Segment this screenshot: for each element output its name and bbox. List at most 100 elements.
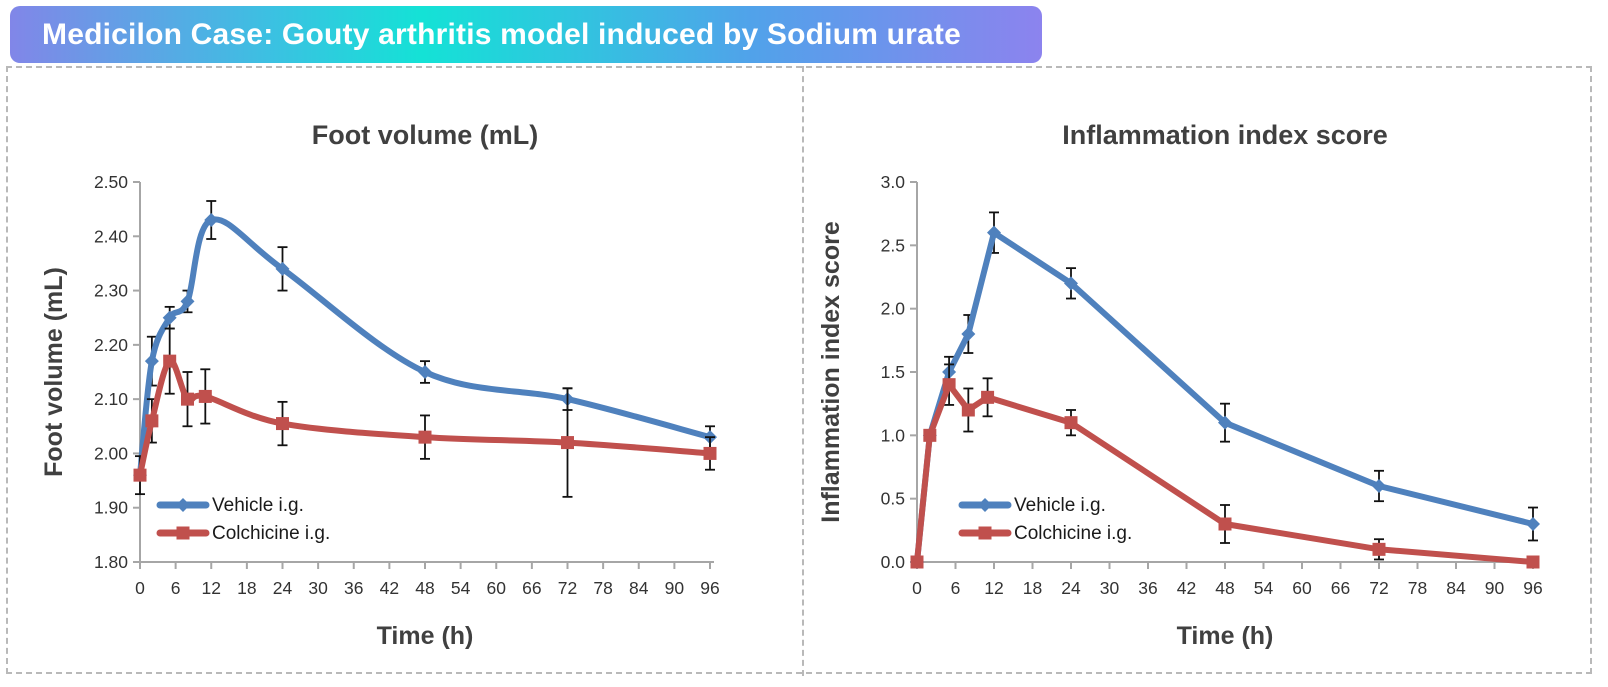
data-point-marker (1218, 517, 1232, 531)
x-tick-label: 30 (1100, 578, 1120, 598)
chart-title: Inflammation index score (1062, 120, 1388, 150)
data-point-marker (163, 354, 177, 368)
data-point-marker (133, 468, 147, 482)
x-tick-label: 24 (273, 578, 293, 598)
legend-label: Vehicle i.g. (212, 495, 304, 516)
x-tick-label: 36 (1138, 578, 1157, 598)
y-tick-label: 2.50 (94, 172, 128, 192)
x-tick-label: 84 (1446, 578, 1466, 598)
x-tick-label: 84 (629, 578, 649, 598)
legend-item-vehicle-i-g: Vehicle i.g. (958, 495, 1106, 516)
data-point-marker (275, 261, 290, 276)
y-tick-label: 2.20 (94, 335, 128, 355)
x-axis-label: Time (h) (377, 622, 474, 650)
legend-marker (978, 526, 992, 540)
x-tick-label: 78 (593, 578, 612, 598)
data-point-marker (276, 417, 289, 431)
x-tick-label: 90 (665, 578, 685, 598)
data-point-marker (1064, 276, 1078, 291)
data-point-marker (418, 430, 432, 444)
data-point-marker (923, 428, 937, 442)
data-point-marker (910, 555, 924, 569)
x-tick-label: 78 (1408, 578, 1427, 598)
data-point-marker (162, 310, 177, 325)
legend-marker (176, 498, 190, 512)
legend-marker (176, 526, 190, 540)
x-tick-label: 0 (135, 578, 145, 598)
y-tick-label: 1.90 (94, 498, 128, 518)
series-colchicine-i-g (133, 327, 717, 498)
x-tick-label: 54 (1254, 578, 1274, 598)
x-tick-label: 30 (308, 578, 328, 598)
data-point-marker (144, 354, 159, 369)
data-point-marker (198, 389, 212, 403)
data-point-marker (703, 446, 717, 460)
x-tick-label: 66 (522, 578, 541, 598)
data-point-marker (961, 403, 975, 417)
axes (133, 181, 714, 569)
title-banner: Medicilon Case: Gouty arthritis model in… (10, 6, 1042, 63)
data-point-marker (981, 390, 995, 404)
y-axis-label: Foot volume (mL) (40, 267, 68, 477)
data-point-marker (1372, 479, 1386, 493)
y-tick-label: 0.0 (881, 552, 906, 572)
series-line (137, 358, 713, 479)
x-tick-label: 42 (1177, 578, 1196, 598)
chart-svg-1: Inflammation index score 0.0 0.5 1.0 1.5 2.0 2… (817, 120, 1543, 650)
x-tick-label: 72 (1369, 578, 1388, 598)
panel-divider (802, 66, 804, 676)
content-frame (6, 66, 1592, 674)
data-point-marker (180, 294, 195, 309)
x-tick-label: 24 (1061, 578, 1081, 598)
data-point-marker (1218, 415, 1232, 430)
x-tick-label: 12 (202, 578, 221, 598)
x-axis-label: Time (h) (1177, 622, 1274, 650)
data-point-marker (418, 365, 432, 379)
foot-volume-chart: Foot volume (mL) 1.80 1.90 2.00 2.10 2.20 2.30… (6, 62, 803, 683)
y-tick-label: 2.40 (94, 226, 128, 246)
x-tick-label: 48 (415, 578, 434, 598)
legend-label: Colchicine i.g. (212, 523, 330, 544)
data-point-marker (204, 213, 219, 227)
x-tick-label: 60 (487, 578, 507, 598)
banner-title: Medicilon Case: Gouty arthritis model in… (42, 17, 961, 51)
legend: Vehicle i.g. Colchicine i.g. (156, 495, 330, 544)
x-tick-label: 6 (171, 578, 181, 598)
y-tick-label: 0.5 (881, 489, 905, 509)
data-point-marker (181, 392, 194, 406)
y-tick-label: 1.0 (881, 425, 906, 445)
x-tick-label: 60 (1292, 578, 1312, 598)
x-tick-label: 72 (558, 578, 577, 598)
legend-label: Colchicine i.g. (1014, 523, 1132, 544)
data-point-marker (1526, 517, 1540, 531)
y-tick-label: 1.80 (94, 552, 128, 572)
y-tick-label: 3.0 (881, 172, 906, 192)
data-point-marker (145, 414, 159, 428)
y-tick-label: 2.00 (94, 443, 128, 463)
legend-item-vehicle-i-g: Vehicle i.g. (156, 495, 304, 516)
x-tick-label: 90 (1485, 578, 1505, 598)
y-tick-label: 2.10 (94, 389, 128, 409)
series-line (137, 216, 713, 479)
chart-svg-0: Foot volume (mL) 1.80 1.90 2.00 2.10 2.20 2.30… (40, 120, 720, 650)
x-tick-label: 42 (380, 578, 399, 598)
legend-label: Vehicle i.g. (1014, 495, 1106, 516)
data-point-marker (1526, 555, 1540, 569)
x-tick-label: 48 (1215, 578, 1234, 598)
data-point-marker (942, 378, 956, 392)
x-tick-label: 18 (1023, 578, 1042, 598)
data-point-marker (987, 225, 1001, 240)
x-tick-label: 96 (700, 578, 719, 598)
x-tick-label: 18 (237, 578, 256, 598)
series-colchicine-i-g (910, 363, 1540, 569)
x-tick-label: 0 (912, 578, 922, 598)
x-tick-label: 54 (451, 578, 471, 598)
x-tick-label: 66 (1331, 578, 1350, 598)
y-tick-label: 2.30 (94, 281, 128, 301)
data-point-marker (961, 327, 976, 341)
legend-item-colchicine-i-g: Colchicine i.g. (156, 523, 330, 544)
x-tick-label: 36 (344, 578, 363, 598)
x-tick-label: 6 (951, 578, 961, 598)
data-point-marker (561, 436, 574, 450)
